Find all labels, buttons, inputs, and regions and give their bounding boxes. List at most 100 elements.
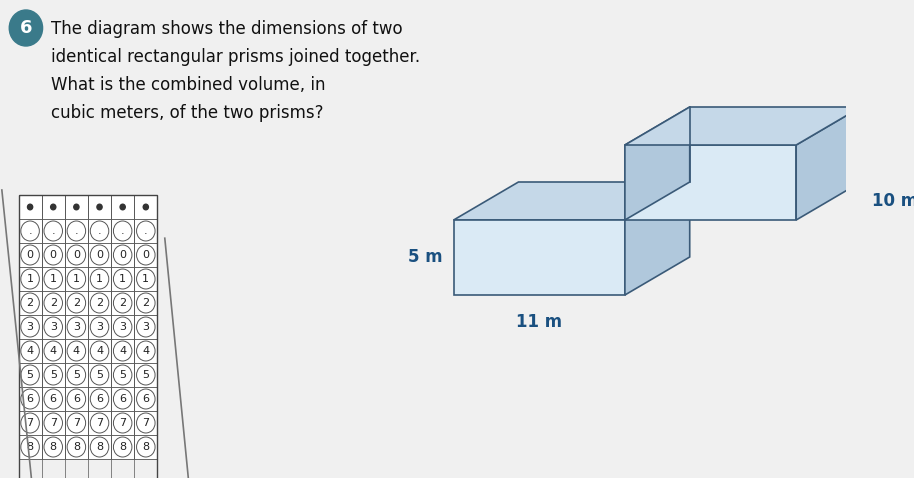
Text: .: . [75, 226, 79, 236]
Bar [112, 219, 134, 243]
Bar [65, 387, 88, 411]
Circle shape [90, 293, 109, 313]
Polygon shape [625, 107, 690, 220]
Bar [88, 339, 112, 363]
Text: 6: 6 [20, 19, 32, 37]
Text: 5: 5 [27, 370, 34, 380]
Text: 0: 0 [49, 250, 57, 260]
Circle shape [67, 437, 86, 457]
Bar [134, 315, 157, 339]
Bar [88, 435, 112, 459]
Circle shape [44, 413, 62, 433]
Bar [88, 387, 112, 411]
Circle shape [44, 317, 62, 337]
Circle shape [21, 317, 39, 337]
Bar [112, 411, 134, 435]
Text: 1: 1 [49, 274, 57, 284]
Bar [88, 267, 112, 291]
Circle shape [50, 204, 56, 210]
Bar [42, 219, 65, 243]
Text: 4: 4 [119, 346, 126, 356]
Bar [65, 411, 88, 435]
Text: 3: 3 [143, 322, 149, 332]
Bar [88, 219, 112, 243]
Circle shape [67, 365, 86, 385]
Text: identical rectangular prisms joined together.: identical rectangular prisms joined toge… [51, 48, 420, 66]
Polygon shape [625, 145, 796, 220]
Circle shape [90, 413, 109, 433]
Text: 6: 6 [73, 394, 80, 404]
Bar [18, 219, 42, 243]
Circle shape [136, 245, 155, 265]
Text: 1: 1 [143, 274, 149, 284]
Bar [134, 219, 157, 243]
Circle shape [113, 293, 132, 313]
Circle shape [21, 437, 39, 457]
Bar [134, 363, 157, 387]
Text: 2: 2 [49, 298, 57, 308]
Circle shape [67, 389, 86, 409]
Bar [42, 291, 65, 315]
Bar [112, 363, 134, 387]
Circle shape [21, 293, 39, 313]
Text: .: . [28, 226, 32, 236]
Circle shape [136, 269, 155, 289]
Text: 7: 7 [143, 418, 149, 428]
Text: 8: 8 [143, 442, 149, 452]
Text: 0: 0 [27, 250, 34, 260]
Circle shape [21, 245, 39, 265]
Circle shape [44, 221, 62, 241]
Bar [18, 387, 42, 411]
Circle shape [113, 389, 132, 409]
Bar [18, 291, 42, 315]
Circle shape [120, 204, 125, 210]
Circle shape [21, 221, 39, 241]
Circle shape [44, 269, 62, 289]
Text: What is the combined volume, in: What is the combined volume, in [51, 76, 325, 94]
Circle shape [67, 245, 86, 265]
Bar [112, 387, 134, 411]
Circle shape [136, 365, 155, 385]
Text: 3: 3 [27, 322, 34, 332]
Bar [88, 411, 112, 435]
Text: 2: 2 [27, 298, 34, 308]
Bar [18, 435, 42, 459]
Circle shape [136, 221, 155, 241]
Circle shape [136, 437, 155, 457]
Circle shape [113, 341, 132, 361]
Bar [65, 267, 88, 291]
Bar [88, 291, 112, 315]
Bar [42, 435, 65, 459]
Bar [112, 243, 134, 267]
Circle shape [44, 389, 62, 409]
Circle shape [21, 341, 39, 361]
Circle shape [27, 204, 33, 210]
Text: 6: 6 [143, 394, 149, 404]
Polygon shape [625, 107, 861, 145]
Bar [18, 243, 42, 267]
Text: 0: 0 [96, 250, 103, 260]
Text: 4: 4 [49, 346, 57, 356]
Bar [42, 387, 65, 411]
Bar [65, 291, 88, 315]
Text: 7: 7 [27, 418, 34, 428]
Circle shape [67, 341, 86, 361]
Circle shape [113, 221, 132, 241]
Bar [65, 435, 88, 459]
Circle shape [136, 317, 155, 337]
Bar [42, 267, 65, 291]
Text: cubic meters, of the two prisms?: cubic meters, of the two prisms? [51, 104, 324, 122]
Bar [134, 387, 157, 411]
Bar [18, 363, 42, 387]
Text: 6: 6 [119, 394, 126, 404]
Circle shape [113, 317, 132, 337]
Bar [112, 435, 134, 459]
Circle shape [90, 437, 109, 457]
Circle shape [136, 341, 155, 361]
Circle shape [67, 413, 86, 433]
Circle shape [113, 365, 132, 385]
Bar [88, 315, 112, 339]
Text: 4: 4 [143, 346, 149, 356]
Bar [134, 291, 157, 315]
Polygon shape [625, 182, 690, 295]
